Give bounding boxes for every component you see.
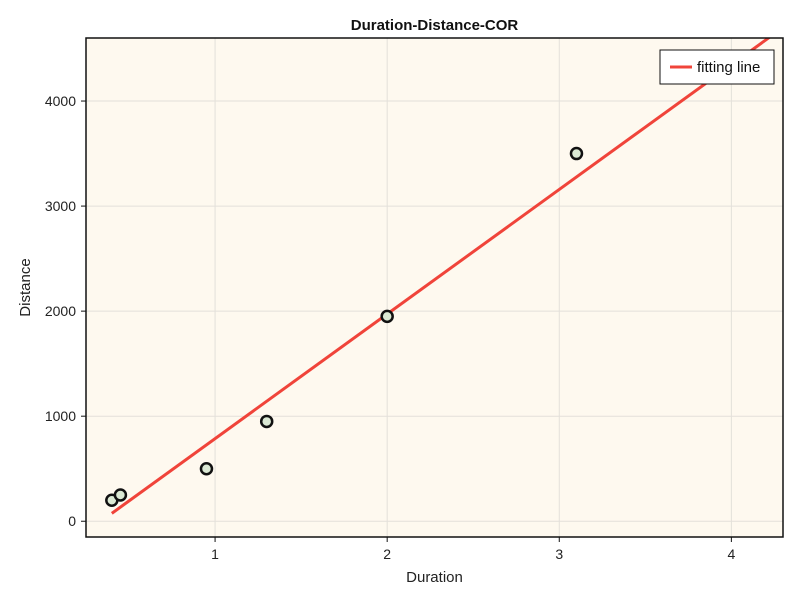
grid-lines: [86, 38, 783, 537]
x-tick-label: 1: [211, 546, 219, 562]
scatter-point: [259, 414, 274, 429]
x-axis-ticks: 1 2 3 4: [211, 537, 735, 562]
legend-label-fitting-line: fitting line: [697, 59, 760, 76]
y-tick-label: 2000: [45, 303, 76, 319]
scatter-point: [569, 146, 584, 161]
x-tick-label: 4: [727, 546, 735, 562]
x-axis-label: Duration: [406, 569, 463, 586]
legend: fitting line: [659, 49, 775, 85]
line-series-group: [110, 38, 772, 515]
x-tick-label: 2: [383, 546, 391, 562]
plot-area: [86, 38, 783, 537]
y-tick-label: 4000: [45, 93, 76, 109]
y-tick-label: 0: [68, 513, 76, 529]
fitting-line: [110, 38, 772, 515]
y-axis-ticks: 0 1000 2000 3000 4000: [45, 93, 86, 529]
y-tick-label: 1000: [45, 408, 76, 424]
x-tick-label: 3: [555, 546, 563, 562]
plot-frame: [85, 37, 784, 538]
scatter-series-group: [105, 146, 584, 507]
chart-title: Duration-Distance-COR: [351, 17, 519, 34]
y-axis-label: Distance: [17, 258, 34, 316]
plot-content: [105, 38, 772, 515]
scatter-point: [199, 461, 214, 476]
scatter-point: [113, 488, 128, 502]
scatter-point: [380, 309, 394, 324]
y-tick-label: 3000: [45, 198, 76, 214]
